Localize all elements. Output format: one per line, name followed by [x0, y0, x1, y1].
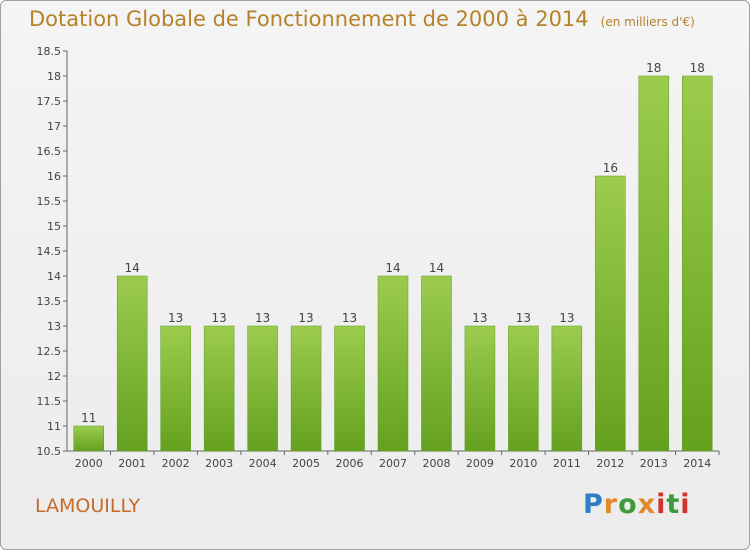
- data-label: 18: [690, 61, 705, 75]
- commune-name: LAMOUILLY: [35, 495, 141, 517]
- bar: [290, 325, 322, 452]
- data-label: 13: [211, 311, 226, 325]
- bar: [334, 325, 365, 452]
- bar: [247, 325, 278, 452]
- y-tick-label: 10.5: [37, 445, 62, 458]
- bar: [421, 275, 452, 452]
- y-tick-label: 11.5: [37, 395, 62, 408]
- data-label: 13: [472, 311, 487, 325]
- bar: [638, 75, 670, 452]
- y-tick-label: 18: [47, 70, 61, 83]
- data-label: 13: [559, 311, 574, 325]
- data-label: 16: [603, 161, 618, 175]
- data-label: 13: [516, 311, 531, 325]
- data-label: 13: [342, 311, 357, 325]
- x-tick-label: 2004: [249, 457, 277, 470]
- y-tick-label: 14: [47, 270, 61, 283]
- y-tick-label: 14.5: [37, 245, 62, 258]
- x-tick-label: 2008: [422, 457, 450, 470]
- x-tick-label: 2000: [75, 457, 103, 470]
- x-tick-label: 2001: [118, 457, 146, 470]
- logo-letter: i: [656, 489, 667, 520]
- chart-title-block: Dotation Globale de Fonctionnement de 20…: [29, 7, 695, 31]
- x-tick-label: 2011: [553, 457, 581, 470]
- data-label: 13: [255, 311, 270, 325]
- chart-title: Dotation Globale de Fonctionnement de 20…: [29, 7, 589, 31]
- data-label: 11: [81, 411, 96, 425]
- logo-letter: x: [637, 489, 657, 520]
- bars: 11 14 13 13 13 13 13 14 14 13 13 13 16 18 18: [73, 61, 713, 452]
- data-label: 18: [646, 61, 661, 75]
- y-tick-label: 12.5: [37, 345, 62, 358]
- y-tick-label: 16: [47, 170, 61, 183]
- bar: [682, 75, 713, 452]
- logo-letter: o: [618, 489, 638, 520]
- bar: [160, 325, 191, 452]
- x-tick-label: 2005: [292, 457, 320, 470]
- y-tick-label: 18.5: [37, 45, 62, 58]
- bar: [116, 275, 148, 452]
- x-tick-label: 2013: [640, 457, 668, 470]
- bar: [377, 275, 409, 452]
- data-label: 14: [385, 261, 400, 275]
- data-label: 13: [298, 311, 313, 325]
- data-label: 13: [168, 311, 183, 325]
- x-tick-label: 2010: [509, 457, 537, 470]
- x-tick-label: 2002: [162, 457, 190, 470]
- y-tick-label: 15: [47, 220, 61, 233]
- y-tick-label: 13: [47, 320, 61, 333]
- logo-letter: t: [666, 489, 681, 520]
- x-tick-label: 2014: [683, 457, 711, 470]
- x-tick-label: 2007: [379, 457, 407, 470]
- y-tick-label: 13.5: [37, 295, 62, 308]
- x-axis: 2000 2001 2002 2003 2004 2005 2006 2007 2008 2009…: [67, 450, 720, 470]
- y-tick-label: 11: [47, 420, 61, 433]
- y-tick-label: 17.5: [37, 95, 62, 108]
- bar: [595, 175, 626, 452]
- bar: [551, 325, 583, 452]
- y-tick-label: 17: [47, 120, 61, 133]
- logo-letter: i: [680, 489, 691, 520]
- y-tick-label: 16.5: [37, 145, 62, 158]
- bar: [508, 325, 539, 452]
- x-tick-label: 2009: [466, 457, 494, 470]
- data-label: 14: [429, 261, 444, 275]
- logo-letter: r: [603, 489, 619, 520]
- y-tick-label: 12: [47, 370, 61, 383]
- x-tick-label: 2006: [336, 457, 364, 470]
- data-label: 14: [125, 261, 140, 275]
- bar: [203, 325, 235, 452]
- bar: [73, 425, 104, 452]
- bar: [464, 325, 496, 452]
- proxiti-logo[interactable]: Proxiti: [583, 489, 691, 520]
- chart-subtitle: (en milliers d'€): [600, 15, 695, 29]
- y-tick-label: 15.5: [37, 195, 62, 208]
- y-axis: 10.5 11 11.5 12 12.5 13 13.5 14 14.5 15 15.5 16 16.5…: [37, 45, 68, 458]
- x-tick-label: 2003: [205, 457, 233, 470]
- x-tick-label: 2012: [596, 457, 624, 470]
- logo-letter: P: [583, 489, 604, 520]
